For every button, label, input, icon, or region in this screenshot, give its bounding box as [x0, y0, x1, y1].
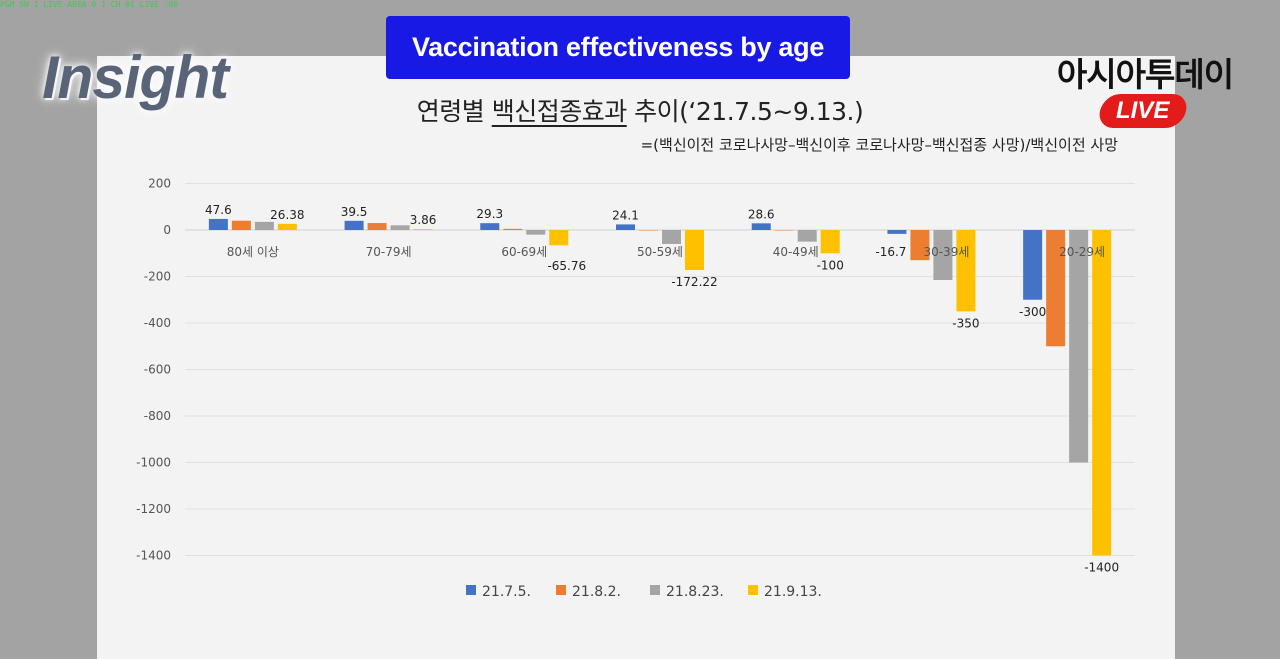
- bar: [774, 230, 794, 231]
- category-label: 30-39세: [923, 245, 969, 259]
- bar: [820, 230, 840, 254]
- y-axis-ticks: 200 0 -200 -400 -600 -800 -1000 -1200 -1400: [136, 177, 171, 563]
- y-tick-label: -1000: [136, 456, 171, 470]
- broadcaster-name: 아시아투데이: [1056, 55, 1234, 94]
- insight-logo: Insight: [42, 43, 229, 111]
- live-badge-label: LIVE: [1116, 97, 1170, 124]
- bar: [1023, 230, 1043, 300]
- category-labels: 80세 이상 70-79세 60-69세 50-59세 40-49세 30-39세 20-2…: [227, 245, 1105, 259]
- data-label: -300: [1019, 305, 1046, 319]
- gridlines: [185, 183, 1135, 556]
- data-label: -350: [952, 316, 979, 330]
- y-tick-label: -400: [144, 316, 171, 330]
- broadcast-status-strip: PGM SW 1 LIVE AREA 0 1 CH 01 LIVE :00: [0, 0, 179, 9]
- headline-banner: Vaccination effectiveness by age: [386, 16, 850, 79]
- legend: 21.7.5. 21.8.2. 21.8.23. 21.9.13.: [466, 584, 822, 600]
- data-label: 39.5: [341, 205, 368, 219]
- y-tick-label: 0: [163, 223, 171, 237]
- category-label: 60-69세: [501, 245, 547, 259]
- data-label: -172.22: [671, 275, 717, 289]
- bar: [503, 228, 523, 230]
- bar: [685, 230, 704, 271]
- y-tick-label: -1200: [136, 502, 171, 516]
- bar: [887, 230, 907, 234]
- data-label: 26.38: [270, 208, 304, 222]
- bar: [751, 223, 771, 230]
- data-label: -100: [817, 258, 844, 272]
- bar: [616, 224, 635, 230]
- legend-swatch: [466, 585, 476, 595]
- chart-title-prefix: 연령별: [416, 97, 492, 126]
- legend-label: 21.8.2.: [572, 584, 621, 600]
- data-label: 24.1: [612, 208, 639, 222]
- data-label: 29.3: [476, 207, 503, 221]
- bar: [413, 229, 433, 230]
- chart-title: 연령별 백신접종효과 추이(‘21.7.5~9.13.): [0, 92, 1280, 128]
- bar: [933, 230, 953, 280]
- bar: [231, 220, 251, 230]
- bar: [797, 230, 817, 242]
- y-tick-label: -200: [144, 270, 171, 284]
- y-tick-label: -1400: [136, 549, 171, 563]
- data-label: -16.7: [875, 245, 906, 259]
- legend-label: 21.7.5.: [482, 584, 531, 600]
- bar: [254, 221, 274, 230]
- legend-label: 21.8.23.: [666, 584, 724, 600]
- category-label: 50-59세: [637, 245, 683, 259]
- live-badge: LIVE: [1096, 94, 1190, 128]
- legend-swatch: [650, 585, 660, 595]
- chart-subtitle: =(백신이전 코로나사망–백신이후 코로나사망–백신접종 사망)/백신이전 사망: [640, 136, 1118, 154]
- y-tick-label: 200: [148, 177, 171, 191]
- legend-label: 21.9.13.: [764, 584, 822, 600]
- data-labels: 47.6 26.38 39.5 3.86 29.3 -65.76 24.1 -172.22 28…: [205, 203, 1119, 575]
- bar: [662, 230, 681, 244]
- chart-title-underlined: 백신접종효과: [491, 97, 628, 126]
- chart-title-suffix: 추이(‘21.7.5~9.13.): [626, 97, 864, 126]
- bar: [956, 230, 976, 312]
- category-label: 20-29세: [1059, 245, 1105, 259]
- bar: [367, 223, 387, 230]
- bar: [1069, 230, 1089, 463]
- bar: [549, 230, 569, 246]
- broadcaster-logo: 아시아투데이 LIVE: [1040, 48, 1250, 130]
- y-tick-label: -600: [144, 363, 171, 377]
- category-label: 40-49세: [773, 245, 819, 259]
- data-label: 28.6: [748, 207, 775, 221]
- y-tick-label: -800: [144, 409, 171, 423]
- bar: [208, 218, 228, 230]
- data-label: 47.6: [205, 203, 232, 217]
- bar: [390, 225, 410, 230]
- bar: [910, 230, 930, 261]
- legend-swatch: [556, 585, 566, 595]
- bar: [277, 223, 297, 230]
- data-label: 3.86: [410, 213, 437, 227]
- legend-swatch: [748, 585, 758, 595]
- chart-slide-background: [97, 56, 1175, 659]
- bar: [1046, 230, 1066, 347]
- category-label: 80세 이상: [227, 245, 279, 259]
- category-label: 70-79세: [366, 245, 412, 259]
- bars: [208, 218, 1112, 556]
- bar: [480, 223, 500, 230]
- bar: [1092, 230, 1112, 556]
- data-label: -65.76: [547, 259, 586, 273]
- bar: [344, 220, 364, 230]
- data-label: -1400: [1084, 561, 1119, 575]
- bar: [639, 230, 658, 231]
- bar: [526, 230, 546, 235]
